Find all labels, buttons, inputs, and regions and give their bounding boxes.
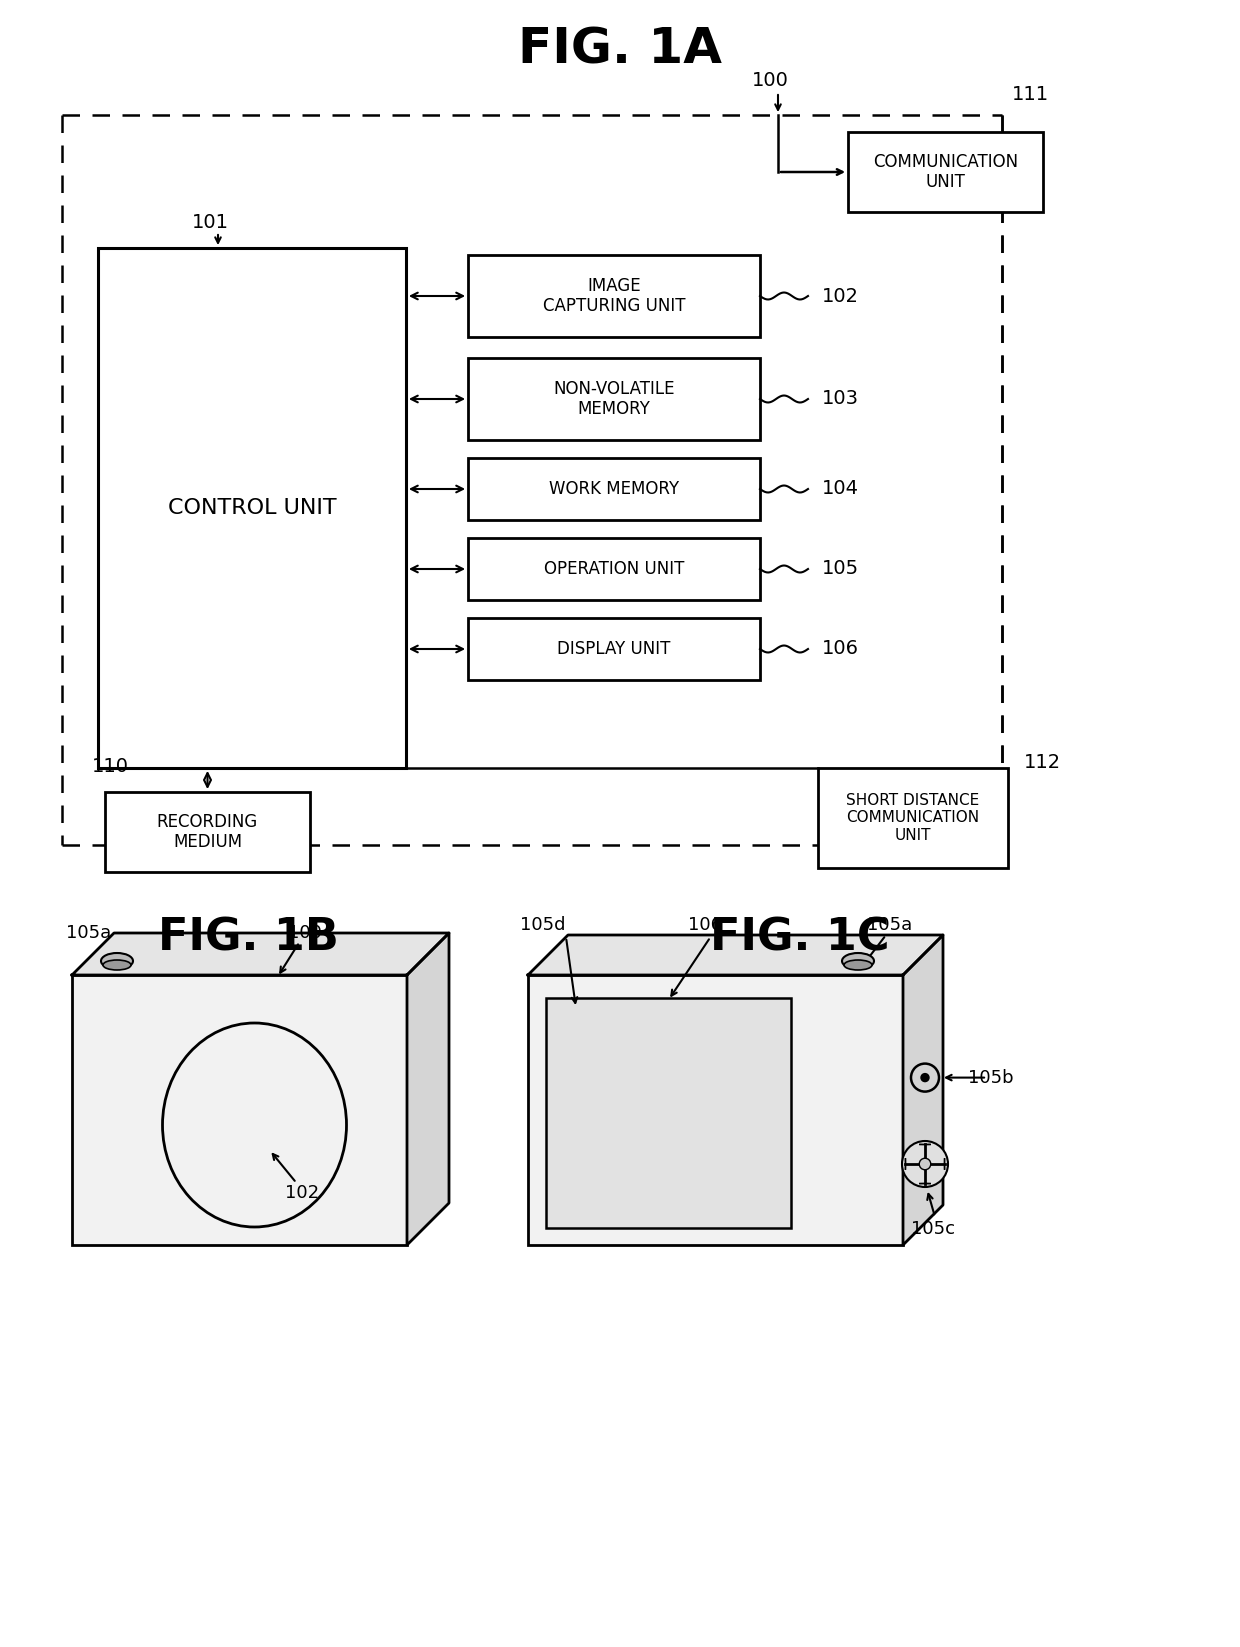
Text: RECORDING
MEDIUM: RECORDING MEDIUM (157, 812, 258, 851)
Bar (467, 458, 760, 520)
Text: 112: 112 (1023, 753, 1060, 771)
Polygon shape (407, 932, 449, 1245)
Text: 102: 102 (821, 287, 858, 305)
Ellipse shape (844, 960, 872, 970)
Text: FIG. 1B: FIG. 1B (157, 916, 339, 960)
Ellipse shape (100, 954, 133, 968)
Text: 105a: 105a (867, 916, 913, 934)
Bar (467, 539, 760, 600)
Text: 104: 104 (821, 479, 858, 499)
Circle shape (919, 1158, 931, 1169)
Bar (848, 132, 1043, 212)
Polygon shape (528, 935, 942, 975)
Text: 106: 106 (688, 916, 723, 934)
Text: CONTROL UNIT: CONTROL UNIT (167, 497, 336, 519)
Bar (528, 975, 903, 1245)
Text: 103: 103 (821, 389, 858, 408)
Bar (467, 255, 760, 338)
Text: NON-VOLATILE
MEMORY: NON-VOLATILE MEMORY (553, 379, 675, 418)
Text: SHORT DISTANCE
COMMUNICATION
UNIT: SHORT DISTANCE COMMUNICATION UNIT (847, 794, 980, 843)
Text: FIG. 1A: FIG. 1A (518, 26, 722, 74)
Text: COMMUNICATION
UNIT: COMMUNICATION UNIT (873, 153, 1018, 191)
Polygon shape (72, 932, 449, 975)
Text: FIG. 1C: FIG. 1C (711, 916, 890, 960)
Circle shape (921, 1074, 929, 1082)
Ellipse shape (103, 960, 131, 970)
Text: 105c: 105c (911, 1220, 955, 1239)
Text: 105: 105 (821, 560, 858, 578)
Circle shape (901, 1141, 949, 1187)
Bar (72, 975, 407, 1245)
Bar (98, 249, 405, 768)
Text: IMAGE
CAPTURING UNIT: IMAGE CAPTURING UNIT (543, 277, 686, 315)
Text: 101: 101 (191, 212, 228, 232)
Polygon shape (903, 935, 942, 1245)
Bar (105, 792, 310, 871)
Text: 100: 100 (751, 71, 789, 89)
Bar (546, 998, 791, 1229)
Text: 100: 100 (288, 924, 321, 942)
Text: 105b: 105b (968, 1069, 1014, 1087)
Text: WORK MEMORY: WORK MEMORY (549, 479, 680, 497)
Ellipse shape (842, 954, 874, 968)
Text: 111: 111 (1012, 86, 1049, 104)
Bar (467, 357, 760, 440)
Text: 105a: 105a (67, 924, 112, 942)
Text: OPERATION UNIT: OPERATION UNIT (544, 560, 684, 578)
Text: 102: 102 (285, 1184, 320, 1202)
Text: 110: 110 (92, 756, 129, 776)
Text: 105d: 105d (521, 916, 565, 934)
Bar (818, 768, 1008, 868)
Text: 106: 106 (821, 639, 858, 659)
Bar (467, 618, 760, 680)
Text: DISPLAY UNIT: DISPLAY UNIT (557, 641, 671, 659)
